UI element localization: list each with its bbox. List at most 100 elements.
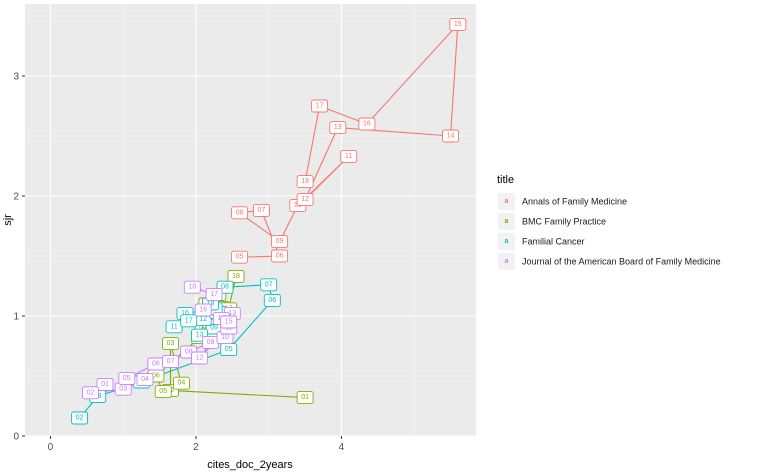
point-label-box [183, 280, 201, 294]
point-label: 09 [271, 235, 289, 249]
point-label-text: 18 [232, 273, 240, 280]
point-label: 04 [172, 376, 190, 390]
point-label: 05 [231, 250, 249, 264]
point-label: 15 [449, 17, 467, 31]
y-tick-label: 3 [13, 72, 19, 83]
point-label-text: 06 [152, 373, 160, 380]
point-label: 06 [147, 357, 165, 371]
point-label-text: 05 [236, 254, 244, 261]
grid-major [25, 4, 476, 437]
y-axis-title: sjr [2, 214, 14, 226]
point-label: 18 [183, 280, 201, 294]
point-label-box [231, 206, 249, 220]
point-label-text: 06 [268, 297, 276, 304]
point-label: 05 [118, 371, 136, 385]
point-label-text: 03 [119, 386, 127, 393]
point-label: 02 [71, 411, 89, 425]
legend-label: Annals of Family Medicine [522, 197, 627, 207]
point-label-text: 03 [167, 340, 175, 347]
x-tick-label: 0 [48, 442, 54, 453]
point-label-text: 13 [228, 310, 236, 317]
point-label-text: 05 [123, 375, 131, 382]
legend-label: Journal of the American Board of Family … [522, 257, 721, 267]
point-label-box [172, 376, 190, 390]
legend-key-glyph: a [505, 218, 509, 225]
point-label-text: 12 [196, 355, 204, 362]
x-axis-title: cites_doc_2years [207, 459, 293, 471]
point-label-box [136, 373, 154, 387]
point-label-box [71, 411, 89, 425]
point-label-text: 11 [170, 323, 177, 330]
legend-key [498, 233, 515, 250]
y-tick-label: 2 [13, 192, 19, 203]
legend-item: a Journal of the American Board of Family… [498, 253, 721, 270]
point-label-text: 18 [188, 284, 196, 291]
point-label-text: 11 [345, 153, 352, 160]
point-label-box [263, 293, 281, 307]
legend-key-glyph: a [505, 258, 509, 265]
point-label-box [296, 193, 314, 207]
point-label: 06 [271, 249, 289, 263]
point-label-text: 15 [454, 21, 462, 28]
point-label: 06 [263, 293, 281, 307]
point-label: 07 [260, 278, 278, 292]
point-label-box [311, 99, 329, 113]
point-label-text: 08 [236, 209, 244, 216]
point-label-box [271, 235, 289, 249]
point-label-text: 13 [334, 124, 342, 131]
point-label-text: 01 [301, 394, 309, 401]
y-tick-label: 0 [13, 432, 19, 443]
y-tick-label: 1 [13, 312, 19, 323]
point-label-box [96, 377, 114, 391]
point-label-box [162, 337, 179, 351]
point-label-box [358, 117, 376, 131]
x-tick-label: 4 [339, 442, 345, 453]
point-label: 05 [154, 385, 172, 399]
point-label: 17 [311, 99, 329, 113]
x-axis-ticks: 0 2 4 [48, 436, 345, 453]
legend: title a Annals of Family Medicine a BMC Fam… [497, 174, 721, 270]
point-label-box [231, 250, 249, 264]
point-label-text: 08 [185, 349, 193, 356]
point-label-text: 12 [301, 196, 309, 203]
point-label-box [180, 314, 198, 328]
point-label-box [191, 351, 209, 365]
point-label-box [296, 175, 314, 189]
point-label: 02 [82, 386, 99, 400]
point-label-text: 09 [207, 339, 215, 346]
point-label: 11 [165, 320, 183, 334]
point-label-text: 10 [221, 334, 229, 341]
point-label: 18 [227, 269, 245, 283]
point-label-box [205, 287, 223, 301]
series-points: 0506070809101112131415161718010203040506… [71, 17, 467, 425]
legend-label: Familial Cancer [522, 237, 585, 247]
point-label-text: 05 [159, 388, 167, 395]
point-label-box [118, 371, 136, 385]
point-label-text: 15 [225, 319, 233, 326]
point-label-text: 16 [181, 310, 189, 317]
point-label: 16 [358, 117, 376, 131]
point-label-text: 07 [167, 358, 175, 365]
point-label-box [449, 17, 467, 31]
point-label: 09 [202, 335, 219, 349]
point-label: 15 [220, 315, 238, 329]
y-axis-ticks: 0 1 2 3 [13, 72, 25, 443]
legend-key-glyph: a [505, 238, 509, 245]
point-label-box [340, 149, 358, 163]
legend-key [498, 213, 515, 230]
point-label-text: 05 [225, 346, 233, 353]
point-label: 11 [340, 149, 358, 163]
legend-key [498, 193, 515, 210]
point-label-text: 08 [221, 284, 229, 291]
legend-item: a BMC Family Practice [498, 213, 606, 230]
point-label: 17 [180, 314, 198, 328]
point-label-box [194, 303, 212, 317]
point-label-text: 13 [196, 332, 204, 339]
point-label-text: 07 [258, 207, 266, 214]
point-label-box [260, 278, 278, 292]
point-label-text: 17 [210, 291, 218, 298]
point-label-text: 02 [87, 389, 95, 396]
point-label-box [329, 121, 347, 135]
point-label-text: 02 [76, 415, 84, 422]
